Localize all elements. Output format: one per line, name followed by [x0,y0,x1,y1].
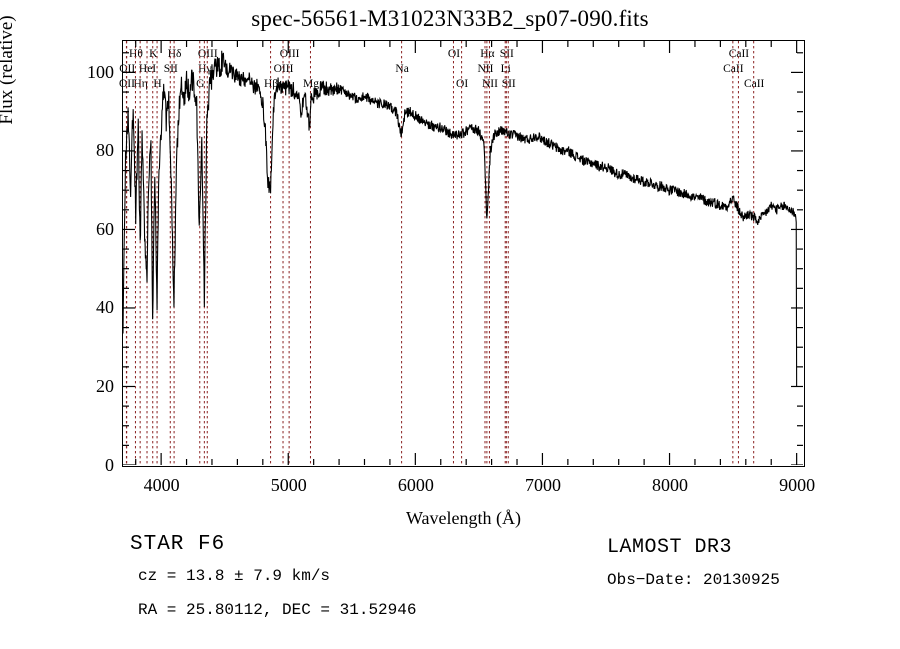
spectral-line-label: Hθ [129,48,143,60]
spectral-line-label: NII [481,78,498,90]
x-tick-label: 6000 [397,475,434,495]
x-tick-label: 9000 [779,475,816,495]
spectral-line-markers [125,41,755,465]
axis-tick-marks [123,41,803,466]
figure-title: spec-56561-M31023N33B2_sp07-090.fits [251,6,649,31]
coordinates-label: RA = 25.80112, DEC = 31.52946 [138,601,417,619]
x-tick-label: 5000 [270,475,307,495]
plot-area [122,40,805,467]
y-tick-label: 40 [96,297,114,318]
spectral-line-label: OI [456,78,469,90]
spectral-line-label: Hα [480,48,495,60]
redshift-velocity-label: cz = 13.8 ± 7.9 km/s [138,567,331,585]
spectral-line-label: OIII [273,63,294,75]
survey-label: LAMOST DR3 [607,536,733,559]
spectral-line-label: Hβ [263,78,279,90]
y-axis-label: Flux (relative) [0,15,17,125]
spectral-line-label: Hδ [167,48,182,60]
spectral-line-label: Hη [133,78,148,90]
spectral-line-label: CaII [743,78,765,90]
spectrum-plot-svg [122,41,803,466]
spectral-line-label: Na [395,63,409,75]
y-tick-label: 60 [96,218,114,239]
x-tick-label: 8000 [652,475,689,495]
spectral-line-label: CaII [728,48,750,60]
spectral-line-label: Hγ [198,63,212,75]
x-tick-label: 7000 [524,475,561,495]
spectral-line-label: OI [447,48,461,60]
y-tick-label: 100 [87,61,114,82]
spectral-line-label: HeI [138,63,157,75]
obs-date-label: Obs−Date: 20130925 [607,571,780,589]
y-tick-label: 80 [96,140,114,161]
x-tick-label: 4000 [143,475,180,495]
spectral-line-label: H [153,78,162,90]
y-tick-label: 0 [105,454,114,475]
spectrum-trace [122,50,798,387]
y-tick-label: 20 [96,375,114,396]
spectral-line-label: Li [500,63,511,75]
spectral-line-label: OIII [197,48,218,60]
spectral-line-label: SII [499,48,514,60]
spectral-line-label: K [149,48,158,60]
spectral-line-label: G [196,78,205,90]
x-axis-label: Wavelength (Å) [405,508,521,528]
object-class-label: STAR F6 [130,533,226,556]
spectral-line-label: Mg [302,78,319,90]
spectral-line-label: OIII [279,48,300,60]
